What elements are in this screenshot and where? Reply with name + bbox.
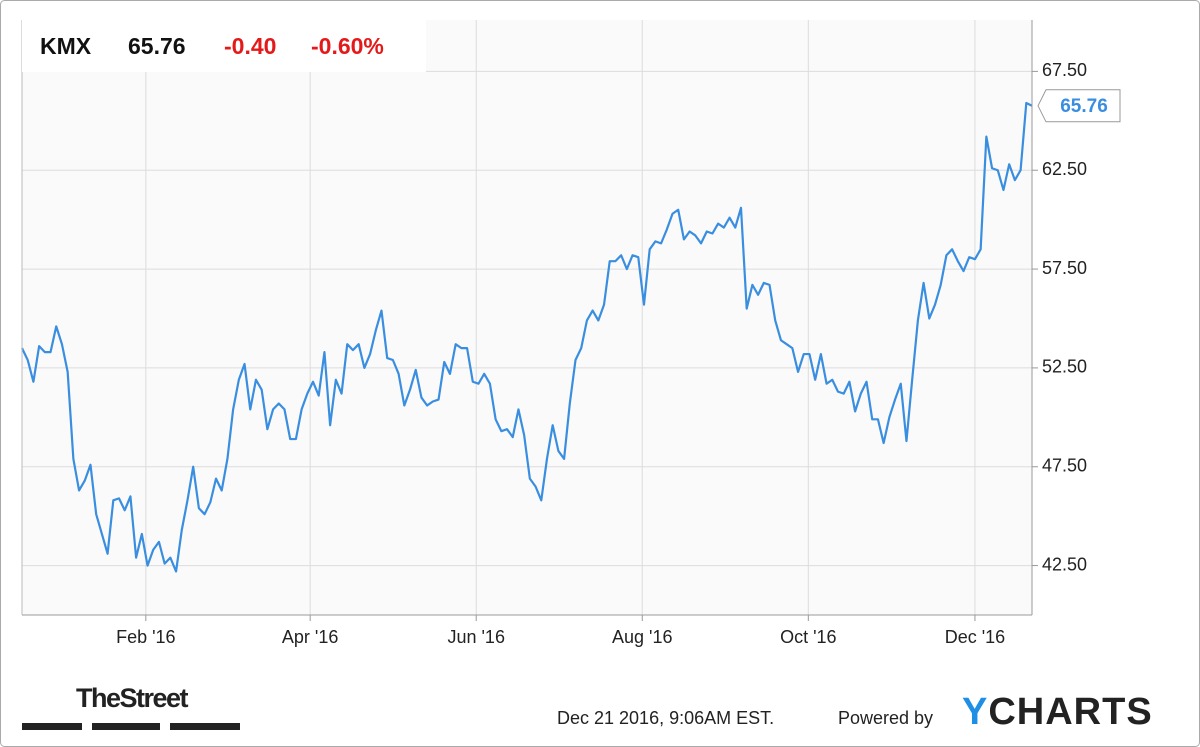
x-tick-label: Apr '16 <box>282 627 338 647</box>
brand-logo: YCHARTS <box>962 691 1153 733</box>
header-box <box>22 20 426 72</box>
y-tick-label: 52.50 <box>1042 357 1087 377</box>
y-tick-label: 42.50 <box>1042 554 1087 574</box>
change: -0.40 <box>224 33 276 59</box>
source-logo: TheStreet <box>76 683 189 713</box>
change-percent: -0.60% <box>311 33 384 59</box>
x-tick-label: Aug '16 <box>612 627 673 647</box>
ticker: KMX <box>40 33 92 59</box>
x-tick-label: Oct '16 <box>780 627 836 647</box>
x-tick-label: Feb '16 <box>116 627 175 647</box>
timestamp: Dec 21 2016, 9:06AM EST. <box>557 708 774 728</box>
logo-bar <box>92 723 160 730</box>
price: 65.76 <box>128 33 186 59</box>
x-tick-label: Jun '16 <box>447 627 504 647</box>
powered-by: Powered by <box>838 708 933 728</box>
last-value-label: 65.76 <box>1060 96 1108 117</box>
last-value-box <box>1037 89 1121 123</box>
y-tick-label: 57.50 <box>1042 258 1087 278</box>
logo-bar <box>170 723 240 730</box>
y-tick-label: 47.50 <box>1042 455 1087 475</box>
x-tick-label: Dec '16 <box>945 627 1005 647</box>
series <box>21 101 1033 573</box>
plot-area <box>22 20 1032 615</box>
y-tick-label: 67.50 <box>1042 60 1087 80</box>
logo-bar <box>22 723 82 730</box>
grid <box>22 20 1032 615</box>
price-line <box>21 101 1033 573</box>
y-tick-label: 62.50 <box>1042 159 1087 179</box>
